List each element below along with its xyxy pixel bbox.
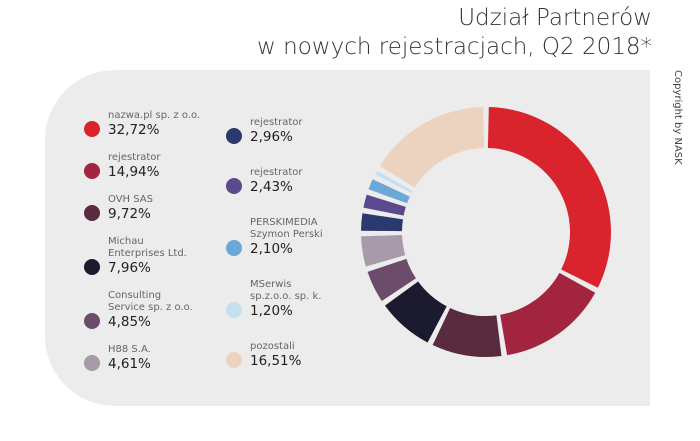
value-label: 7,96% [108, 260, 151, 276]
legend-column: rejestrator 2,96% rejestrator 2,43% PERSKIME… [226, 117, 323, 369]
value-label: 4,85% [108, 314, 151, 330]
legend-label: H88 S.A. [108, 344, 151, 355]
legend-item: Michau Enterprises Ltd. 7,96% [84, 236, 200, 276]
legend-label: Michau Enterprises Ltd. [108, 236, 187, 259]
value-label: 4,61% [108, 356, 151, 372]
donut-segment [384, 281, 447, 343]
copyright: Copyright by NASK [672, 70, 683, 165]
legend-label: PERSKIMEDIA Szymon Perski [250, 217, 323, 240]
legend-label: nazwa.pl sp. z o.o. [108, 110, 201, 121]
chart-title: Udział Partnerów w nowych rejestracjach,… [257, 5, 652, 60]
legend-label: rejestrator [250, 167, 303, 178]
value-label: 2,96% [250, 129, 293, 145]
legend-label: rejestrator [108, 152, 161, 163]
legend-swatch [84, 355, 100, 371]
donut-segment [361, 234, 406, 267]
donut-segment [432, 307, 502, 358]
donut-segment [487, 107, 611, 288]
legend-item: pozostali 16,51% [226, 341, 323, 369]
legend-swatch [84, 121, 100, 137]
legend-swatch [84, 259, 100, 275]
legend-swatch [84, 163, 100, 179]
value-label: 32,72% [108, 122, 160, 138]
legend-swatch [84, 205, 100, 221]
legend-item: rejestrator 2,96% [226, 117, 323, 145]
value-label: 2,43% [250, 179, 293, 195]
legend-item: PERSKIMEDIA Szymon Perski 2,10% [226, 217, 323, 257]
donut-segment [361, 213, 403, 232]
legend-label: pozostali [250, 341, 295, 352]
legend-item: OVH SAS 9,72% [84, 194, 200, 222]
value-label: 14,94% [108, 164, 160, 180]
legend-item: nazwa.pl sp. z o.o. 32,72% [84, 110, 200, 138]
legend-label: MSerwis sp.z.o.o. sp. k. [250, 279, 322, 302]
legend-swatch [226, 240, 242, 256]
donut-segment [375, 170, 413, 194]
legend-swatch [84, 313, 100, 329]
donut-segment [367, 258, 416, 301]
legend-swatch [226, 128, 242, 144]
legend-swatch [226, 178, 242, 194]
value-label: 1,20% [250, 303, 293, 319]
donut-segment [500, 272, 596, 356]
value-label: 16,51% [250, 353, 302, 369]
legend-column: nazwa.pl sp. z o.o. 32,72% rejestrator 14,9… [84, 110, 200, 372]
donut-segment [363, 194, 406, 216]
legend-item: rejestrator 14,94% [84, 152, 200, 180]
donut-segment [368, 179, 410, 204]
legend-swatch [226, 302, 242, 318]
legend-label: OVH SAS [108, 194, 153, 205]
legend-label: Consulting Service sp. z o.o. [108, 290, 193, 313]
legend-item: rejestrator 2,43% [226, 167, 323, 195]
legend-swatch [226, 352, 242, 368]
legend-item: H88 S.A. 4,61% [84, 344, 200, 372]
donut-segment [379, 107, 485, 188]
legend-item: MSerwis sp.z.o.o. sp. k. 1,20% [226, 279, 323, 319]
value-label: 2,10% [250, 241, 293, 257]
value-label: 9,72% [108, 206, 151, 222]
legend-label: rejestrator [250, 117, 303, 128]
legend-item: Consulting Service sp. z o.o. 4,85% [84, 290, 200, 330]
